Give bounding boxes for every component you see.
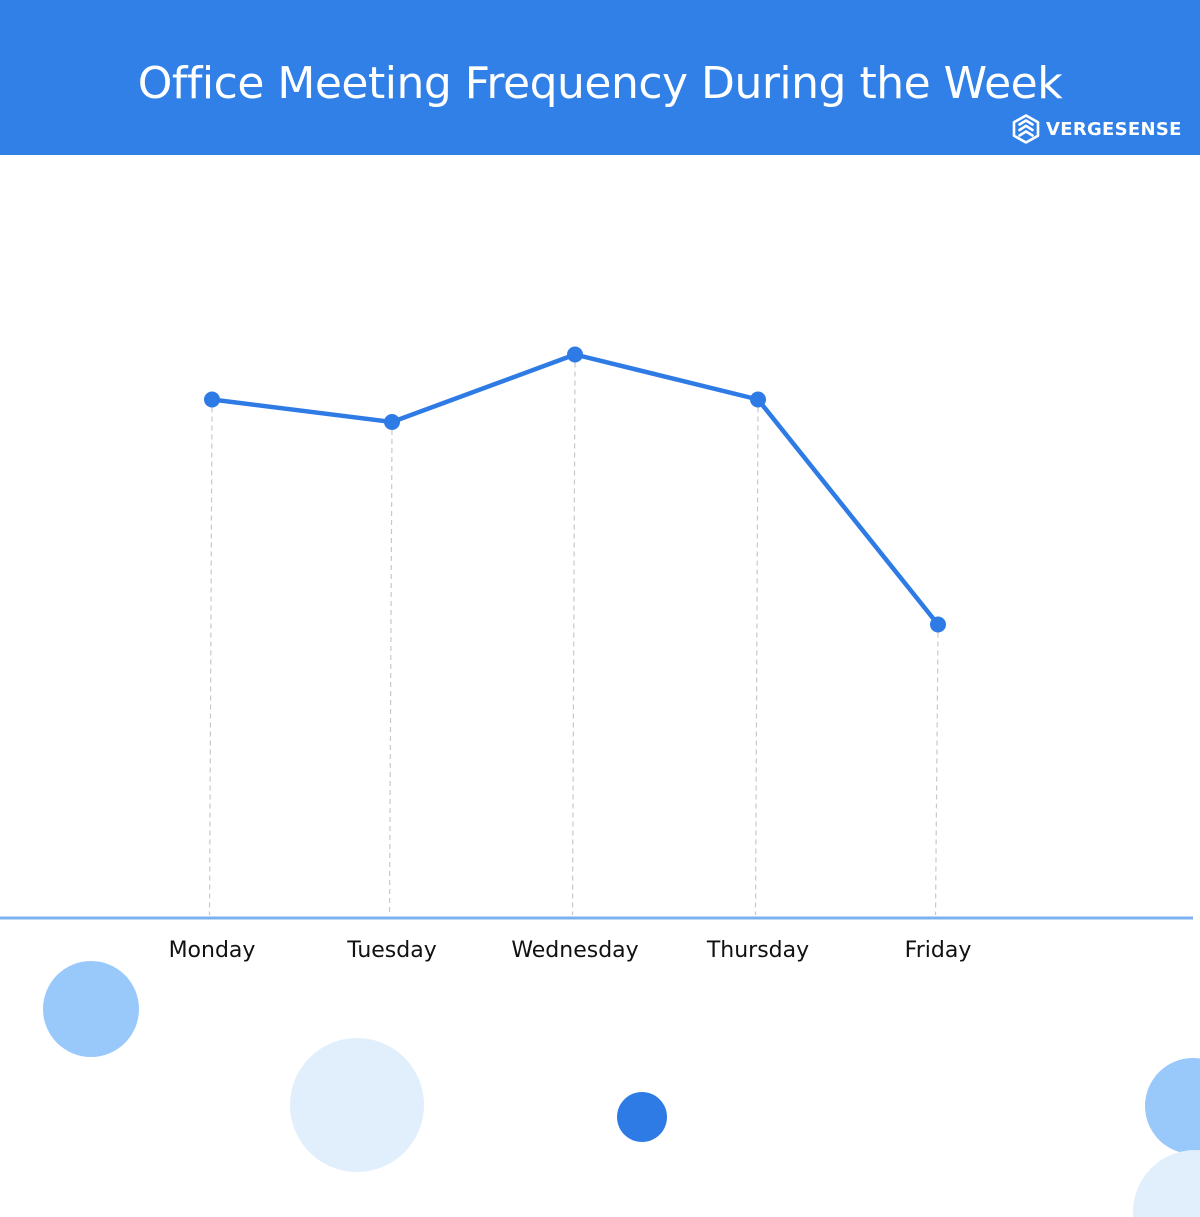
brand-name: VERGESENSE <box>1046 118 1182 140</box>
data-point-tuesday <box>384 414 400 430</box>
chart-title: Office Meeting Frequency During the Week <box>137 58 1063 109</box>
decor-circle-large-left <box>43 961 139 1057</box>
guide-line-wednesday <box>571 362 576 916</box>
guide-line-monday <box>208 407 213 916</box>
decor-circle-pale-bottom-right <box>1133 1150 1200 1217</box>
data-point-monday <box>204 391 220 408</box>
x-tick-label-tuesday: Tuesday <box>346 938 437 963</box>
guide-line-tuesday <box>388 429 393 916</box>
brand-logo: VERGESENSE <box>1011 112 1182 146</box>
x-tick-label-thursday: Thursday <box>706 938 809 963</box>
data-point-friday <box>930 616 946 633</box>
decor-circle-right <box>1145 1058 1200 1154</box>
header-banner: Office Meeting Frequency During the Week… <box>0 0 1200 155</box>
vertical-guide-lines <box>208 362 939 916</box>
guide-line-friday <box>934 632 939 916</box>
data-point-wednesday <box>567 346 583 363</box>
x-tick-label-wednesday: Wednesday <box>511 938 638 963</box>
decorative-circles <box>43 961 1200 1217</box>
x-tick-label-friday: Friday <box>905 938 972 963</box>
decor-circle-small-dark <box>617 1092 667 1142</box>
x-tick-label-monday: Monday <box>169 938 256 963</box>
x-tick-labels: Monday Tuesday Wednesday Thursday Friday <box>169 938 972 963</box>
data-points <box>204 346 946 633</box>
vergesense-logo-icon <box>1012 114 1040 144</box>
decor-circle-pale-center <box>290 1038 424 1172</box>
guide-line-thursday <box>754 407 759 916</box>
data-point-thursday <box>750 391 766 408</box>
